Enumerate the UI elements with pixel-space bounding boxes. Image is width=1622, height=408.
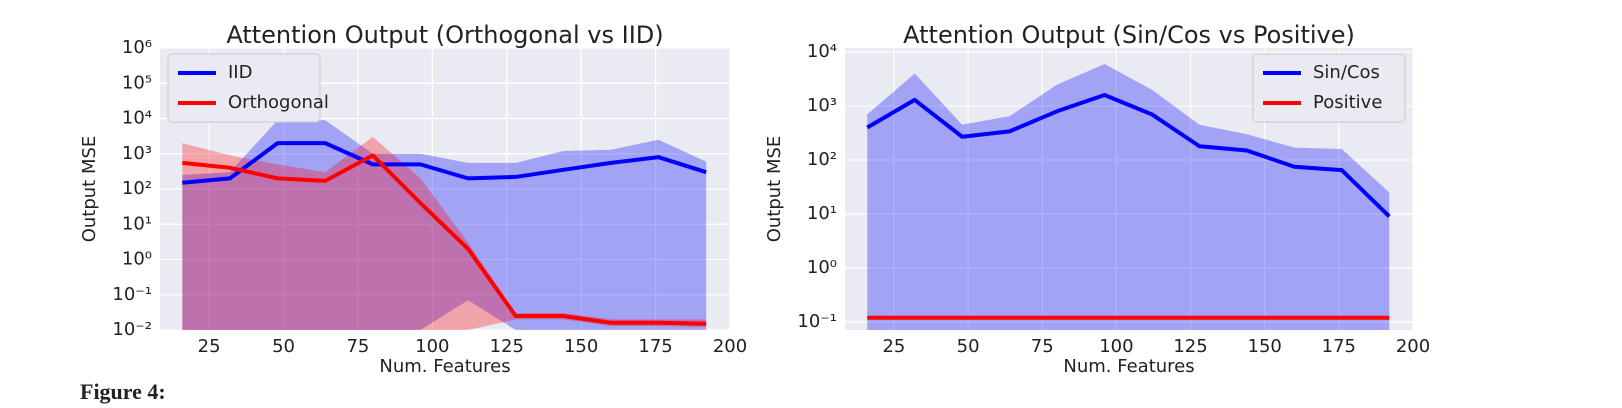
x-tick-label: 175 bbox=[1322, 336, 1356, 357]
chart-title: Attention Output (Sin/Cos vs Positive) bbox=[903, 21, 1355, 49]
x-tick-label: 175 bbox=[638, 336, 672, 357]
y-tick-label: 10³ bbox=[807, 95, 837, 116]
y-tick-label: 10⁰ bbox=[807, 257, 837, 278]
y-tick-label: 10⁴ bbox=[807, 41, 837, 62]
y-tick-label: 10⁵ bbox=[122, 72, 152, 93]
x-tick-label: 100 bbox=[415, 336, 449, 357]
y-tick-label: 10⁶ bbox=[122, 37, 152, 58]
x-tick-label: 150 bbox=[1248, 336, 1282, 357]
x-tick-label: 25 bbox=[198, 336, 221, 357]
x-tick-label: 75 bbox=[1031, 336, 1054, 357]
legend-label: Positive bbox=[1313, 92, 1382, 113]
x-tick-label: 125 bbox=[1173, 336, 1207, 357]
x-axis-label: Num. Features bbox=[379, 356, 510, 377]
chart: 25 50 75 100 125 150 175 200 10⁻² 10⁻¹ 10⁰ 10¹ 10² 10… bbox=[79, 21, 747, 377]
legend-label: Orthogonal bbox=[228, 92, 329, 113]
y-tick-label: 10⁻² bbox=[112, 319, 152, 340]
line bbox=[182, 141, 707, 185]
x-tick-label: 50 bbox=[957, 336, 980, 357]
legend: IID Orthogonal bbox=[167, 53, 329, 123]
line bbox=[182, 153, 707, 326]
y-axis-label: Output MSE bbox=[764, 136, 785, 243]
legend-label: IID bbox=[228, 62, 252, 83]
x-tick-label: 50 bbox=[272, 336, 295, 357]
y-tick-label: 10² bbox=[807, 149, 837, 170]
line bbox=[866, 93, 1391, 218]
y-tick-label: 10⁰ bbox=[122, 249, 152, 270]
x-tick-label: 150 bbox=[564, 336, 598, 357]
x-tick-label: 200 bbox=[1396, 336, 1430, 357]
y-tick-label: 10² bbox=[122, 178, 152, 199]
y-tick-label: 10⁴ bbox=[122, 108, 152, 129]
chart: 25 50 75 100 125 150 175 200 10⁻¹ 10⁰ 10¹ 10² 10³ 10⁴… bbox=[764, 21, 1430, 377]
y-tick-label: 10⁻¹ bbox=[797, 311, 837, 332]
y-tick-label: 10⁻¹ bbox=[112, 284, 152, 305]
caption: Figure 4: bbox=[80, 379, 166, 404]
x-axis-label: Num. Features bbox=[1063, 356, 1194, 377]
chart-title: Attention Output (Orthogonal vs IID) bbox=[226, 21, 663, 49]
plot-area bbox=[182, 120, 707, 330]
y-tick-label: 10¹ bbox=[122, 213, 152, 234]
error-band bbox=[867, 64, 1390, 330]
x-tick-label: 200 bbox=[713, 336, 747, 357]
x-tick-label: 75 bbox=[346, 336, 369, 357]
y-tick-label: 10³ bbox=[122, 143, 152, 164]
x-tick-label: 125 bbox=[490, 336, 524, 357]
plot-area bbox=[866, 64, 1391, 330]
y-axis-label: Output MSE bbox=[79, 136, 100, 243]
legend: Sin/Cos Positive bbox=[1252, 53, 1406, 123]
x-tick-label: 25 bbox=[882, 336, 905, 357]
x-tick-label: 100 bbox=[1099, 336, 1133, 357]
error-band bbox=[182, 136, 707, 330]
y-tick-label: 10¹ bbox=[807, 203, 837, 224]
legend-label: Sin/Cos bbox=[1313, 62, 1380, 83]
